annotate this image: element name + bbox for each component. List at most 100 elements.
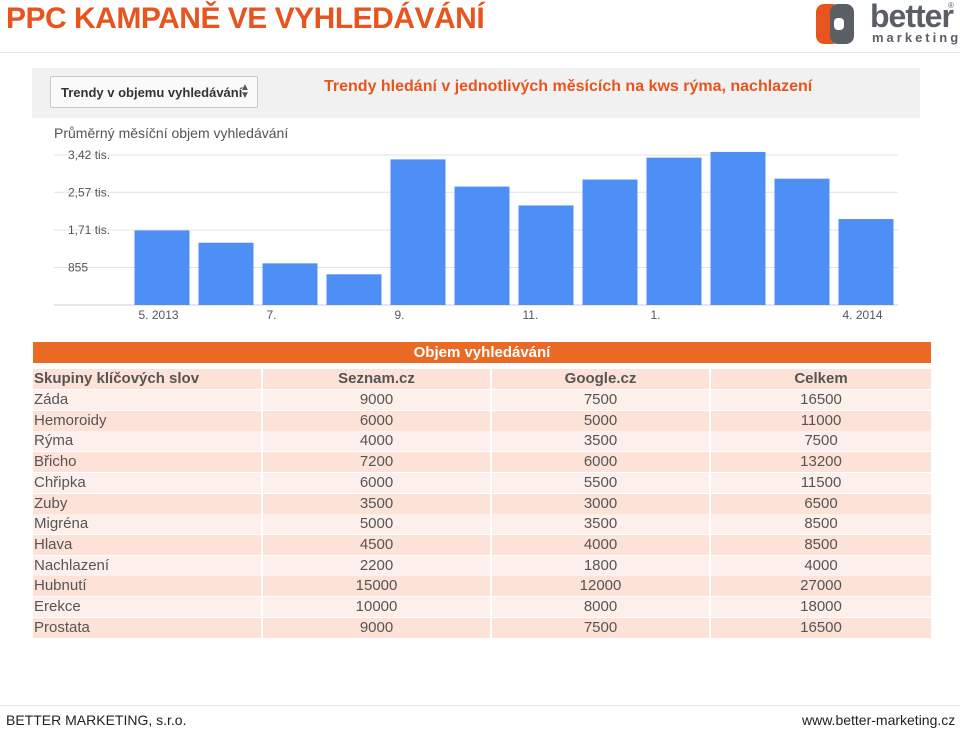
table-row: Hlava 4500 4000 8500 bbox=[33, 534, 931, 555]
table-cell-total: 8500 bbox=[711, 514, 931, 535]
footer-divider bbox=[0, 705, 960, 706]
table-cell-total: 27000 bbox=[711, 576, 931, 597]
group-header-label: Objem vyhledávání bbox=[413, 344, 551, 361]
table-cell-keyword: Břicho bbox=[33, 452, 261, 473]
table-cell-keyword: Erekce bbox=[33, 597, 261, 617]
table-cell-seznam: 10000 bbox=[263, 597, 490, 617]
bar-9-2013 bbox=[390, 159, 446, 305]
bar-3-2014 bbox=[774, 178, 830, 305]
table-cell-google: 3000 bbox=[492, 493, 709, 514]
column-header-keyword-group: Skupiny klíčových slov bbox=[33, 369, 261, 389]
table-group-header: Objem vyhledávání bbox=[33, 342, 931, 363]
header-divider bbox=[0, 52, 960, 53]
logo bbox=[816, 4, 854, 44]
y-tick-label: 2,57 tis. bbox=[68, 185, 110, 199]
table-cell-total: 18000 bbox=[711, 597, 931, 617]
chart-title: Trendy hledání v jednotlivých měsících n… bbox=[324, 78, 813, 95]
table-cell-total: 8500 bbox=[711, 534, 931, 555]
x-tick-label: 5. 2013 bbox=[139, 308, 179, 322]
table-cell-google: 3500 bbox=[492, 514, 709, 535]
bar-11-2013 bbox=[518, 205, 574, 305]
table-cell-google: 1800 bbox=[492, 555, 709, 576]
table-row: Erekce 10000 8000 18000 bbox=[33, 597, 931, 617]
bar-2-2014 bbox=[710, 151, 766, 305]
table-cell-seznam: 15000 bbox=[263, 576, 490, 597]
table-cell-keyword: Zuby bbox=[33, 493, 261, 514]
table-cell-keyword: Nachlazení bbox=[33, 555, 261, 576]
bar-8-2013 bbox=[326, 274, 382, 305]
x-tick-label: 1. bbox=[651, 308, 661, 322]
table-row: Migréna 5000 3500 8500 bbox=[33, 514, 931, 535]
table-cell-total: 11000 bbox=[711, 410, 931, 431]
bar-5-2013 bbox=[134, 230, 190, 305]
x-tick-label: 11. bbox=[523, 308, 539, 322]
table-row: Rýma 4000 3500 7500 bbox=[33, 431, 931, 452]
column-header-google: Google.cz bbox=[492, 369, 709, 389]
table-cell-google: 7500 bbox=[492, 390, 709, 410]
chart-y-axis-label: Průměrný měsíční objem vyhledávání bbox=[54, 125, 289, 141]
table-row: Prostata 9000 7500 16500 bbox=[33, 617, 931, 638]
table-cell-keyword: Hemoroidy bbox=[33, 410, 261, 431]
logo-word-better: better bbox=[870, 0, 954, 34]
table-cell-seznam: 7200 bbox=[263, 452, 490, 473]
table-cell-total: 13200 bbox=[711, 452, 931, 473]
slide-title: PPC KAMPANĚ VE VYHLEDÁVÁNÍ bbox=[6, 2, 485, 35]
table-cell-seznam: 9000 bbox=[263, 617, 490, 638]
table-cell-google: 6000 bbox=[492, 452, 709, 473]
table-cell-keyword: Záda bbox=[33, 390, 261, 410]
table-row: Chřipka 6000 5500 11500 bbox=[33, 472, 931, 493]
table-cell-google: 4000 bbox=[492, 534, 709, 555]
search-volume-bar-chart: 855 1,71 tis. 2,57 tis. 3,42 tis. 5. 2013 7. 9… bbox=[54, 148, 898, 322]
table-cell-seznam: 2200 bbox=[263, 555, 490, 576]
table-cell-seznam: 6000 bbox=[263, 410, 490, 431]
table-cell-total: 11500 bbox=[711, 472, 931, 493]
x-tick-label: 9. bbox=[395, 308, 405, 322]
table-cell-total: 6500 bbox=[711, 493, 931, 514]
table-row: Hubnutí 15000 12000 27000 bbox=[33, 576, 931, 597]
x-tick-label: 4. 2014 bbox=[843, 308, 883, 322]
table-cell-keyword: Hubnutí bbox=[33, 576, 261, 597]
table-cell-keyword: Hlava bbox=[33, 534, 261, 555]
table-cell-total: 16500 bbox=[711, 617, 931, 638]
footer-website: www.better-marketing.cz bbox=[802, 712, 956, 728]
logo-word-marketing: marketing bbox=[872, 30, 960, 45]
bar-4-2014 bbox=[838, 219, 894, 305]
dropdown-caret-icon: ▲ ▼ bbox=[240, 82, 250, 101]
table-cell-google: 12000 bbox=[492, 576, 709, 597]
table-cell-seznam: 4500 bbox=[263, 534, 490, 555]
table-row: Břicho 7200 6000 13200 bbox=[33, 452, 931, 473]
table-cell-seznam: 9000 bbox=[263, 390, 490, 410]
trend-dropdown[interactable]: Trendy v objemu vyhledávání bbox=[50, 76, 258, 108]
table-cell-total: 16500 bbox=[711, 390, 931, 410]
table-cell-seznam: 4000 bbox=[263, 431, 490, 452]
bar-1-2014 bbox=[646, 157, 702, 305]
table-cell-seznam: 3500 bbox=[263, 493, 490, 514]
table-row: Hemoroidy 6000 5000 11000 bbox=[33, 410, 931, 431]
bar-6-2013 bbox=[198, 242, 254, 305]
table-cell-google: 5500 bbox=[492, 472, 709, 493]
table-cell-keyword: Migréna bbox=[33, 514, 261, 535]
column-header-seznam: Seznam.cz bbox=[263, 369, 490, 389]
table-cell-keyword: Rýma bbox=[33, 431, 261, 452]
table-cell-total: 7500 bbox=[711, 431, 931, 452]
x-tick-label: 7. bbox=[267, 308, 277, 322]
table-cell-seznam: 6000 bbox=[263, 472, 490, 493]
table-row: Nachlazení 2200 1800 4000 bbox=[33, 555, 931, 576]
footer-company-name: BETTER MARKETING, s.r.o. bbox=[6, 712, 187, 728]
bar-12-2013 bbox=[582, 179, 638, 305]
bar-10-2013 bbox=[454, 186, 510, 305]
y-tick-label: 1,71 tis. bbox=[68, 223, 110, 237]
table-cell-keyword: Chřipka bbox=[33, 472, 261, 493]
table-cell-seznam: 5000 bbox=[263, 514, 490, 535]
table-row: Zuby 3500 3000 6500 bbox=[33, 493, 931, 514]
table-row: Záda 9000 7500 16500 bbox=[33, 390, 931, 410]
table-header-row: Skupiny klíčových slov Seznam.cz Google.… bbox=[33, 369, 931, 389]
y-tick-label: 855 bbox=[68, 261, 88, 275]
table-cell-google: 8000 bbox=[492, 597, 709, 617]
y-tick-label: 3,42 tis. bbox=[68, 148, 110, 162]
table-cell-google: 5000 bbox=[492, 410, 709, 431]
table-cell-total: 4000 bbox=[711, 555, 931, 576]
table-cell-keyword: Prostata bbox=[33, 617, 261, 638]
table-cell-google: 3500 bbox=[492, 431, 709, 452]
table-cell-google: 7500 bbox=[492, 617, 709, 638]
